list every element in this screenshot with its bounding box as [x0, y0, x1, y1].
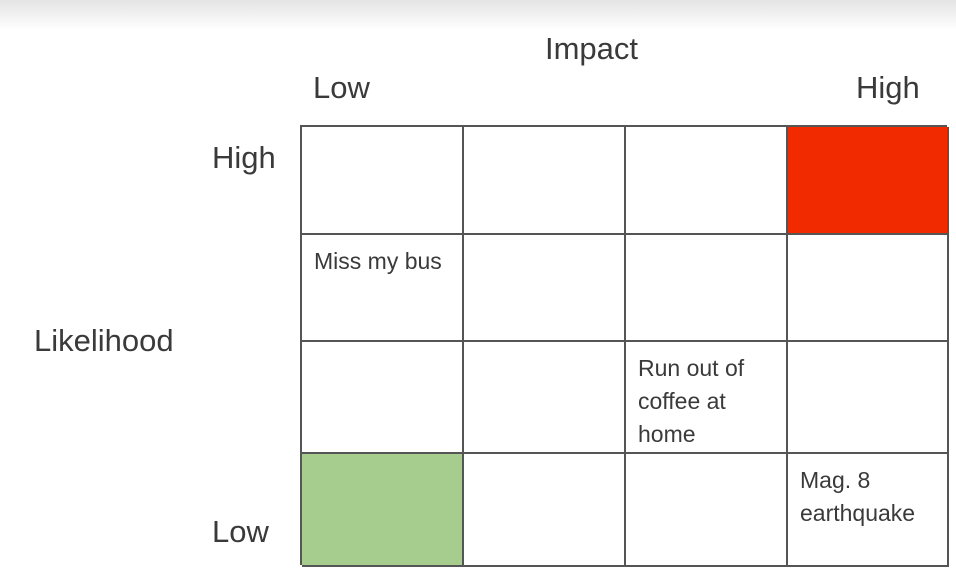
matrix-cell [302, 127, 464, 235]
matrix-cell [302, 342, 464, 454]
matrix-cell [464, 342, 626, 454]
impact-high-label: High [856, 70, 920, 105]
impact-axis-title: Impact [545, 31, 639, 66]
matrix-cell [626, 235, 788, 342]
matrix-cell: Miss my bus [302, 235, 464, 342]
matrix-cell [464, 235, 626, 342]
risk-matrix-grid: Miss my bus Run out of coffee at home Ma… [300, 125, 949, 567]
matrix-cell: Mag. 8 earthquake [788, 454, 949, 567]
likelihood-low-label: Low [212, 514, 269, 549]
matrix-cell: Run out of coffee at home [626, 342, 788, 454]
matrix-cell [464, 127, 626, 235]
matrix-cell [464, 454, 626, 567]
matrix-cell [788, 235, 949, 342]
matrix-cell-low-risk [302, 454, 464, 567]
likelihood-high-label: High [212, 140, 276, 175]
top-shade [0, 0, 956, 30]
matrix-cell-high-risk [788, 127, 949, 235]
likelihood-axis-title: Likelihood [34, 323, 174, 358]
impact-low-label: Low [313, 70, 370, 105]
matrix-cell [788, 342, 949, 454]
matrix-cell [626, 127, 788, 235]
matrix-cell [626, 454, 788, 567]
